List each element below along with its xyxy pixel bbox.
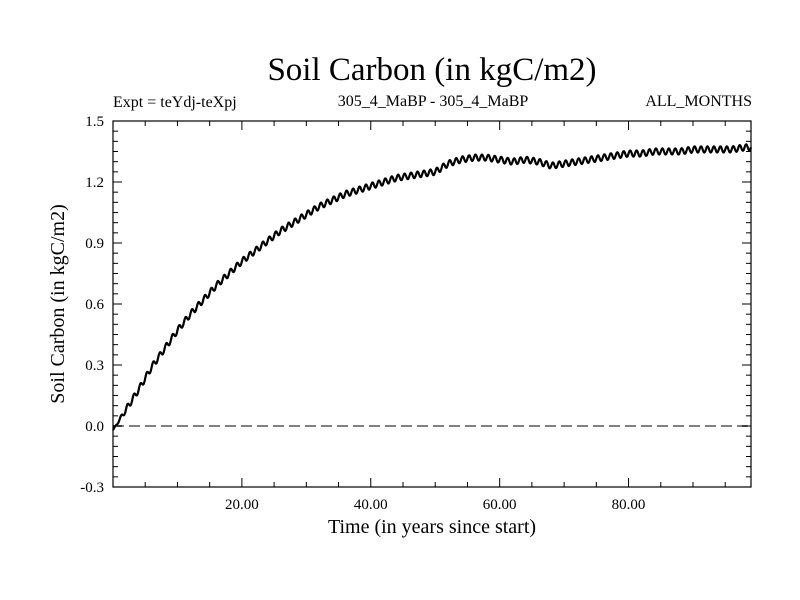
y-tick-label: 0.0 — [85, 419, 104, 435]
series-group — [112, 143, 753, 431]
y-tick-label: 0.6 — [85, 297, 104, 313]
x-tick-label: 20.00 — [225, 497, 259, 513]
y-tick-label: 0.3 — [85, 358, 104, 374]
x-tick-label: 40.00 — [354, 497, 388, 513]
x-tick-label: 60.00 — [483, 497, 517, 513]
y-tick-label: 1.5 — [85, 114, 104, 130]
chart-title: Soil Carbon (in kgC/m2) — [267, 52, 596, 88]
x-tick-labels: 20.00 40.00 60.00 80.00 — [225, 497, 645, 513]
y-tick-label: -0.3 — [80, 480, 104, 496]
y-tick-labels: -0.3 0.0 0.3 0.6 0.9 1.2 1.5 — [80, 114, 104, 496]
plot-area-frame — [112, 120, 752, 488]
y-axis-label: Soil Carbon (in kgC/m2) — [47, 204, 69, 403]
subtitle-left: Expt = teYdj-teXpj — [113, 94, 237, 111]
subtitle-right: ALL_MONTHS — [645, 93, 752, 110]
series-line-0 — [112, 143, 753, 431]
y-tick-label: 1.2 — [85, 175, 104, 191]
ticks-group — [113, 120, 751, 488]
subtitle-center: 305_4_MaBP - 305_4_MaBP — [338, 93, 529, 110]
y-tick-label: 0.9 — [85, 236, 104, 252]
x-tick-label: 80.00 — [612, 497, 646, 513]
x-axis-label: Time (in years since start) — [328, 516, 536, 538]
